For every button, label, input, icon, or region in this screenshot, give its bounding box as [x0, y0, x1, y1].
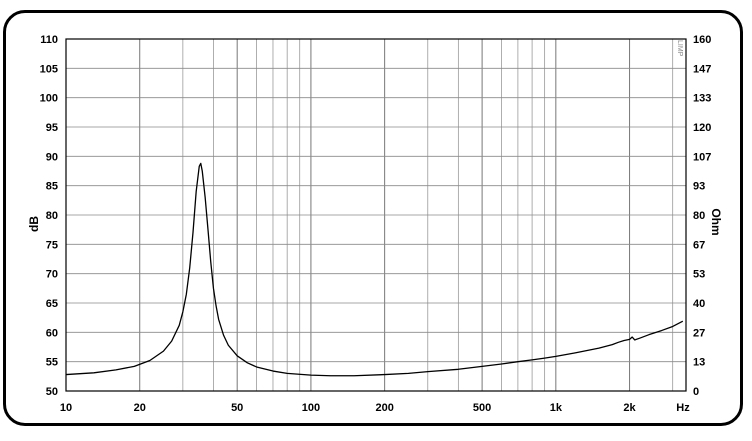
plot-area-border [65, 38, 687, 392]
x-tick-label: 50 [231, 402, 243, 414]
y-left-tick-label: 55 [46, 357, 58, 369]
y-right-tick-label: 53 [693, 269, 705, 281]
x-tick-label: 500 [473, 402, 491, 414]
y-left-tick-labels: 110 105 100 95 90 85 80 75 70 65 60 55 50 [40, 34, 58, 398]
x-tick-label: 10 [60, 402, 72, 414]
y-left-tick-label: 65 [46, 298, 58, 310]
y-left-tick-label: 105 [40, 63, 58, 75]
x-axis-title: Hz [676, 402, 690, 414]
y-axis-right-title: Ohm [709, 208, 723, 235]
y-right-tick-label: 40 [693, 298, 705, 310]
response-curve [65, 162, 684, 377]
y-left-tick-label: 50 [46, 386, 58, 398]
y-axis-left-title: dB [27, 216, 41, 232]
y-right-tick-label: 13 [693, 357, 705, 369]
x-tick-label: 2k [623, 402, 636, 414]
y-left-tick-label: 80 [46, 210, 58, 222]
y-right-tick-labels: 160 147 133 120 107 93 80 67 53 40 27 13 0 [693, 34, 711, 398]
y-right-tick-label: 0 [693, 386, 699, 398]
y-left-tick-label: 95 [46, 122, 58, 134]
y-right-tick-label: 93 [693, 181, 705, 193]
y-left-tick-label: 60 [46, 327, 58, 339]
x-tick-label: 20 [134, 402, 146, 414]
y-right-tick-label: 67 [693, 239, 705, 251]
y-right-tick-label: 120 [693, 122, 711, 134]
x-tick-label: 100 [302, 402, 320, 414]
chart-frame [3, 10, 743, 426]
y-left-tick-label: 75 [46, 239, 58, 251]
y-left-tick-label: 90 [46, 151, 58, 163]
x-tick-labels: 10 20 50 100 200 500 1k 2k [60, 402, 637, 414]
horizontal-grid [66, 67, 686, 363]
x-tick-label: 1k [550, 402, 563, 414]
y-right-tick-label: 107 [693, 151, 711, 163]
y-right-tick-label: 133 [693, 93, 711, 105]
y-right-tick-label: 147 [693, 63, 711, 75]
y-left-tick-label: 85 [46, 181, 58, 193]
y-right-tick-label: 160 [693, 34, 711, 46]
series-group [65, 162, 684, 377]
y-left-tick-label: 110 [40, 34, 58, 46]
y-right-tick-label: 27 [693, 327, 705, 339]
x-tick-label: 200 [375, 402, 393, 414]
y-left-tick-label: 70 [46, 269, 58, 281]
y-left-tick-label: 100 [40, 93, 58, 105]
watermark-text: LIMP [676, 40, 683, 57]
y-right-tick-label: 80 [693, 210, 705, 222]
